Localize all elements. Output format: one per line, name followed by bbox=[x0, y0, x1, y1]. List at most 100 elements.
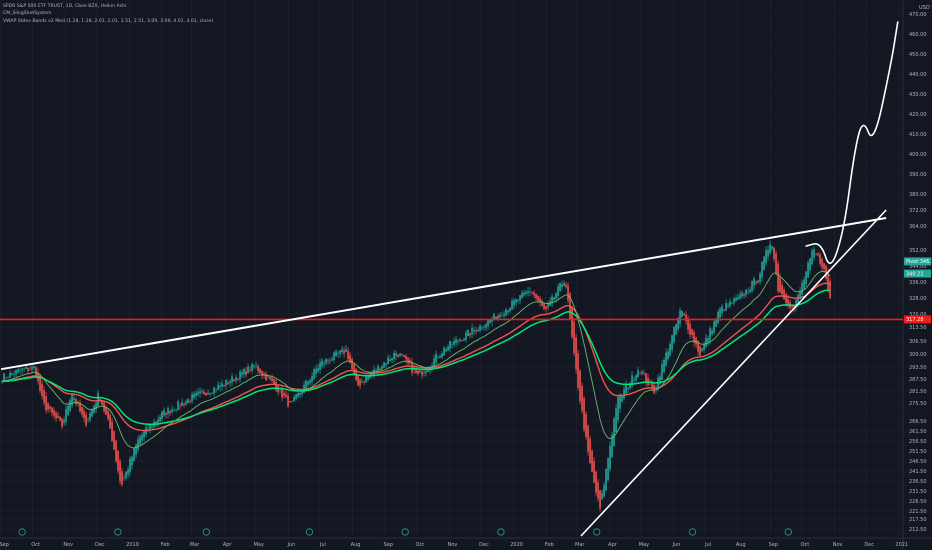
candle-body bbox=[363, 382, 365, 383]
candle-body bbox=[561, 284, 563, 288]
candle-body bbox=[695, 337, 697, 345]
candle-body bbox=[425, 370, 427, 373]
candle-body bbox=[593, 461, 595, 483]
candle-body bbox=[315, 369, 317, 375]
candle-body bbox=[231, 376, 233, 383]
legend-slingshot-line[interactable]: CM_SlingShotSystem bbox=[3, 11, 52, 17]
dividend-marker-icon bbox=[784, 528, 792, 536]
y-tick-label: 266.50 bbox=[909, 419, 927, 425]
candle-body bbox=[641, 371, 643, 374]
candle-body bbox=[137, 439, 139, 450]
candle-body bbox=[201, 391, 203, 393]
y-tick-label: 212.50 bbox=[909, 527, 927, 533]
candle-body bbox=[743, 294, 745, 296]
candle-body bbox=[417, 370, 419, 374]
y-tick-label: 231.50 bbox=[909, 489, 927, 495]
candle-body bbox=[161, 411, 163, 420]
candle-body bbox=[319, 362, 321, 370]
candle-body bbox=[81, 407, 83, 415]
candle-body bbox=[753, 278, 755, 286]
y-tick-label: 293.50 bbox=[909, 365, 927, 371]
candle-body bbox=[285, 394, 287, 397]
candle-body bbox=[211, 393, 213, 394]
y-tick-label: 275.50 bbox=[909, 401, 927, 407]
y-tick-label: 251.50 bbox=[909, 449, 927, 455]
candle-body bbox=[537, 296, 539, 301]
candle-body bbox=[519, 295, 521, 301]
candle-body bbox=[635, 375, 637, 380]
candle-body bbox=[751, 280, 753, 291]
dividend-marker-icon bbox=[497, 528, 505, 536]
candle-body bbox=[123, 477, 125, 479]
candle-body bbox=[411, 362, 413, 374]
candle-body bbox=[487, 320, 489, 327]
y-tick-label: 226.50 bbox=[909, 499, 927, 505]
candle-body bbox=[699, 346, 701, 356]
candle-body bbox=[473, 330, 475, 332]
candle-body bbox=[731, 303, 733, 304]
y-tick-label: 410.00 bbox=[909, 132, 927, 138]
candle-body bbox=[143, 431, 145, 438]
y-tick-label: 236.50 bbox=[909, 479, 927, 485]
candle-body bbox=[479, 325, 481, 331]
legend-symbol-line[interactable]: SPDR S&P 500 ETF TRUST, 1D, Cboe BZX, He… bbox=[3, 4, 127, 9]
candle-body bbox=[361, 381, 363, 383]
x-tick-label: Jun bbox=[286, 542, 295, 548]
candle-body bbox=[581, 385, 583, 411]
candle-body bbox=[269, 376, 271, 379]
candle-body bbox=[221, 383, 223, 387]
x-tick-label: Oct bbox=[31, 542, 40, 548]
event-markers bbox=[18, 528, 792, 536]
candle-body bbox=[489, 319, 491, 324]
candle-body bbox=[485, 324, 487, 328]
candle-body bbox=[563, 283, 565, 286]
candle-body bbox=[25, 366, 27, 369]
candle-body bbox=[345, 348, 347, 353]
candle-body bbox=[643, 372, 645, 374]
candle-body bbox=[213, 387, 215, 394]
candle-body bbox=[353, 364, 355, 375]
candle-body bbox=[729, 301, 731, 306]
candle-body bbox=[91, 409, 93, 417]
candle-body bbox=[617, 396, 619, 421]
candle-body bbox=[679, 310, 681, 324]
candle-body bbox=[371, 372, 373, 377]
candle-body bbox=[1, 381, 3, 383]
candle-body bbox=[527, 291, 529, 293]
candle-body bbox=[481, 327, 483, 329]
candle-body bbox=[389, 359, 391, 361]
y-tick-label: 364.00 bbox=[909, 224, 927, 230]
currency-label: USD ⁝ bbox=[919, 5, 932, 11]
candle-body bbox=[631, 375, 633, 386]
candle-body bbox=[693, 332, 695, 343]
y-tick-label: 430.00 bbox=[909, 92, 927, 98]
candle-body bbox=[801, 282, 803, 295]
candle-body bbox=[253, 365, 255, 368]
y-tick-label: 261.50 bbox=[909, 429, 927, 435]
candle-body bbox=[317, 367, 319, 372]
candle-body bbox=[291, 400, 293, 402]
candle-body bbox=[119, 461, 121, 482]
candle-body bbox=[615, 408, 617, 433]
candle-body bbox=[745, 289, 747, 296]
x-tick-label: Jun bbox=[672, 542, 681, 548]
candle-body bbox=[651, 382, 653, 388]
candle-body bbox=[595, 471, 597, 493]
x-tick-label: Feb bbox=[161, 542, 170, 548]
candle-body bbox=[467, 330, 469, 337]
candle-body bbox=[613, 418, 615, 446]
x-tick-label: 2019 bbox=[126, 542, 139, 548]
x-tick-label: Dec bbox=[864, 542, 874, 548]
candle-body bbox=[677, 317, 679, 330]
candle-body bbox=[795, 300, 797, 308]
candle-body bbox=[157, 419, 159, 423]
candle-body bbox=[531, 291, 533, 294]
candle-body bbox=[225, 379, 227, 386]
price-badge-text: Pivot 346.30 bbox=[906, 259, 932, 265]
candle-body bbox=[275, 381, 277, 391]
candle-body bbox=[313, 369, 315, 379]
candle-body bbox=[453, 341, 455, 345]
candle-body bbox=[545, 306, 547, 309]
legend-vwap-bands-line[interactable]: VWAP Stdev Bands v2 Mod (1.28, 1.28, 2.0… bbox=[3, 18, 214, 24]
